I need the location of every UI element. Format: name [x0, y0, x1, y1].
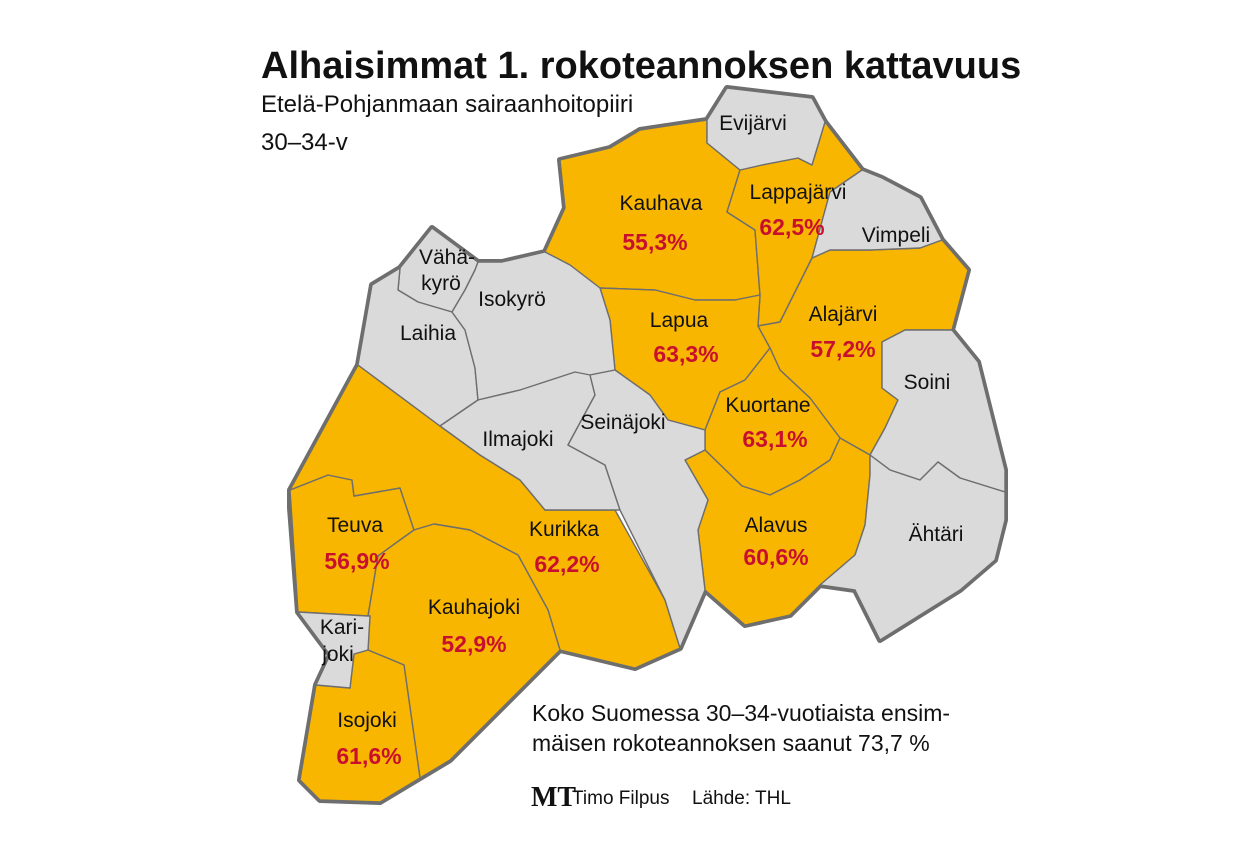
label-lappajarvi: Lappajärvi — [750, 181, 847, 204]
national-coverage-note-line1: Koko Suomessa 30–34-vuotiaista ensim- — [532, 700, 950, 726]
subtitle-age-group: 30–34-v — [261, 129, 348, 156]
municipality-seinajoki[interactable] — [567, 369, 709, 649]
label-vahakyro-line2: kyrö — [421, 272, 461, 295]
label-vimpeli: Vimpeli — [862, 224, 930, 247]
label-kurikka: Kurikka — [529, 518, 599, 541]
label-alavus: Alavus — [744, 514, 807, 537]
national-coverage-note-line2: mäisen rokoteannoksen saanut 73,7 % — [532, 730, 930, 756]
label-ahtari: Ähtäri — [909, 523, 964, 546]
label-karijoki-line1: Kari- — [320, 616, 364, 639]
label-soini: Soini — [904, 371, 951, 394]
label-teuva: Teuva — [327, 514, 383, 537]
value-alavus: 60,6% — [743, 544, 808, 570]
value-isojoki: 61,6% — [336, 743, 401, 769]
label-isokyro: Isokyrö — [478, 288, 546, 311]
municipality-evijarvi[interactable] — [706, 87, 826, 171]
label-kuortane: Kuortane — [725, 394, 810, 417]
value-alajarvi: 57,2% — [810, 336, 875, 362]
municipality-ahtari[interactable] — [819, 454, 1006, 641]
label-karijoki-line2: joki — [321, 643, 354, 666]
mt-logo: MT — [531, 782, 576, 813]
label-alajarvi: Alajärvi — [809, 303, 878, 326]
label-evijarvi: Evijärvi — [719, 112, 787, 135]
label-kauhajoki: Kauhajoki — [428, 596, 520, 619]
label-lapua: Lapua — [650, 309, 709, 332]
label-isojoki: Isojoki — [337, 709, 397, 732]
page-title: Alhaisimmat 1. rokoteannoksen kattavuus — [261, 45, 1021, 87]
value-lapua: 63,3% — [653, 341, 718, 367]
label-laihia: Laihia — [400, 322, 456, 345]
value-kuortane: 63,1% — [742, 426, 807, 452]
label-vahakyro-line1: Vähä- — [419, 246, 475, 269]
label-ilmajoki: Ilmajoki — [482, 428, 553, 451]
value-teuva: 56,9% — [324, 548, 389, 574]
value-kauhava: 55,3% — [622, 229, 687, 255]
value-kauhajoki: 52,9% — [441, 631, 506, 657]
municipality-karijoki[interactable] — [297, 611, 371, 689]
source-credit: Lähde: THL — [692, 788, 791, 809]
subtitle-region: Etelä-Pohjanmaan sairaanhoitopiiri — [261, 91, 633, 118]
author-credit: Timo Filpus — [572, 788, 669, 809]
label-kauhava: Kauhava — [620, 192, 703, 215]
label-seinajoki: Seinäjoki — [580, 411, 665, 434]
value-lappajarvi: 62,5% — [759, 214, 824, 240]
municipality-vimpeli[interactable] — [811, 169, 943, 259]
value-kurikka: 62,2% — [534, 551, 599, 577]
